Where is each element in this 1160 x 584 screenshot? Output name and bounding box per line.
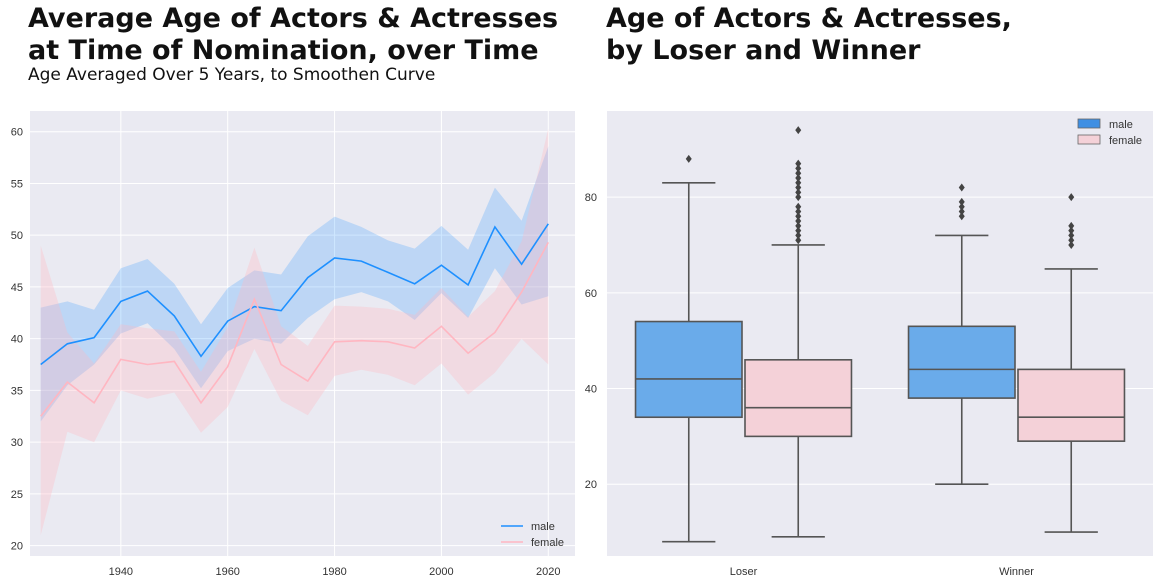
legend-label-female: female [531,537,564,549]
series-line-female [40,242,550,417]
outlier-point [958,207,965,216]
outlier-point [685,154,692,163]
outlier-point [795,188,802,197]
x-tick-label: Winner [999,566,1034,578]
outlier-point [795,178,802,187]
legend-swatch-female [1077,134,1101,145]
y-tick-label: 20 [585,479,597,491]
outlier-point [958,197,965,206]
legend-swatch-male [1077,118,1101,129]
outlier-point [795,183,802,192]
x-tick-label: 1960 [215,566,239,578]
outlier-point [795,169,802,178]
outlier-point [795,202,802,211]
outlier-point [1068,240,1075,249]
series-line-male [40,223,549,366]
y-tick-label: 35 [11,385,23,397]
box-male-loser [634,320,743,419]
outlier-point [795,126,802,135]
outlier-point [1068,193,1075,202]
box-female-winner [1017,368,1126,442]
legend-label-male: male [1109,119,1133,131]
outlier-point [1068,221,1075,230]
line-chart-subtitle: Age Averaged Over 5 Years, to Smoothen C… [28,65,436,85]
x-tick-label: 1940 [109,566,133,578]
outlier-point [795,212,802,221]
box-female-loser [744,359,853,438]
line-chart-title: Average Age of Actors & Actresses at Tim… [28,3,559,66]
outlier-point [795,193,802,202]
outlier-point [795,236,802,245]
outlier-point [1068,231,1075,240]
outlier-point [1068,236,1075,245]
line-chart: 20 25 30 35 40 45 50 55 60 1940 1960 1980 2000 2020 ma… [11,111,575,578]
y-tick-label: 60 [11,127,23,139]
outlier-point [795,173,802,182]
x-tick-label: 2020 [536,566,560,578]
y-tick-label: 40 [585,384,597,396]
outlier-point [958,212,965,221]
y-tick-label: 60 [585,288,597,300]
outlier-point [795,159,802,168]
outlier-point [795,231,802,240]
x-tick-label: Loser [730,566,758,578]
outlier-point [795,217,802,226]
y-tick-label: 40 [11,334,23,346]
box-chart: 20 40 60 80 Loser Winner male female [585,118,1153,578]
y-tick-label: 50 [11,230,23,242]
y-tick-label: 55 [11,178,23,190]
outlier-point [958,202,965,211]
x-tick-label: 1980 [322,566,346,578]
y-tick-label: 80 [585,192,597,204]
y-tick-label: 25 [11,489,23,501]
y-tick-label: 20 [11,541,23,553]
outlier-point [958,183,965,192]
outlier-point [795,207,802,216]
legend-label-male: male [531,521,555,533]
outlier-point [795,164,802,173]
box-chart-title: Age of Actors & Actresses, by Loser and … [606,3,1012,66]
outlier-point [1068,226,1075,235]
y-tick-label: 45 [11,282,23,294]
outlier-point [795,221,802,230]
outlier-point [795,226,802,235]
y-tick-label: 30 [11,437,23,449]
x-tick-label: 2000 [429,566,453,578]
confidence-band-male [40,146,549,422]
box-male-winner [907,325,1016,399]
legend-label-female: female [1109,135,1142,147]
